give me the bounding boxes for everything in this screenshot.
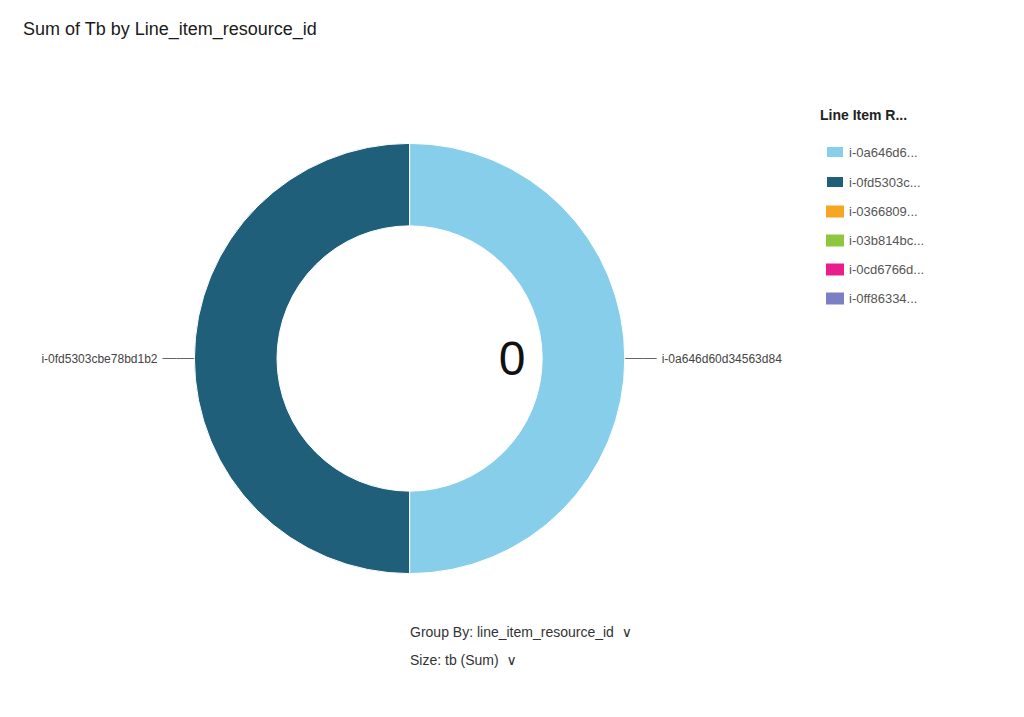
svg-text:i-0a646d60d34563d84: i-0a646d60d34563d84 <box>662 352 782 366</box>
svg-text:i-0cd6766d...: i-0cd6766d... <box>849 262 924 277</box>
svg-text:Group By: line_item_resource_i: Group By: line_item_resource_id ∨ <box>410 624 632 640</box>
svg-text:i-0fd5303c...: i-0fd5303c... <box>849 175 921 190</box>
svg-text:i-0366809...: i-0366809... <box>849 204 918 219</box>
svg-text:i-0a646d6...: i-0a646d6... <box>849 145 918 160</box>
svg-text:i-0fd5303cbe78bd1b2: i-0fd5303cbe78bd1b2 <box>41 352 157 366</box>
svg-text:Line Item R...: Line Item R... <box>820 107 907 123</box>
svg-text:i-0ff86334...: i-0ff86334... <box>849 291 917 306</box>
svg-text:i-03b814bc...: i-03b814bc... <box>849 233 924 248</box>
svg-text:Size: tb (Sum) ∨: Size: tb (Sum) ∨ <box>410 652 517 668</box>
svg-text:Sum of Tb by Line_item_resourc: Sum of Tb by Line_item_resource_id <box>23 19 317 40</box>
svg-text:0: 0 <box>499 332 526 385</box>
